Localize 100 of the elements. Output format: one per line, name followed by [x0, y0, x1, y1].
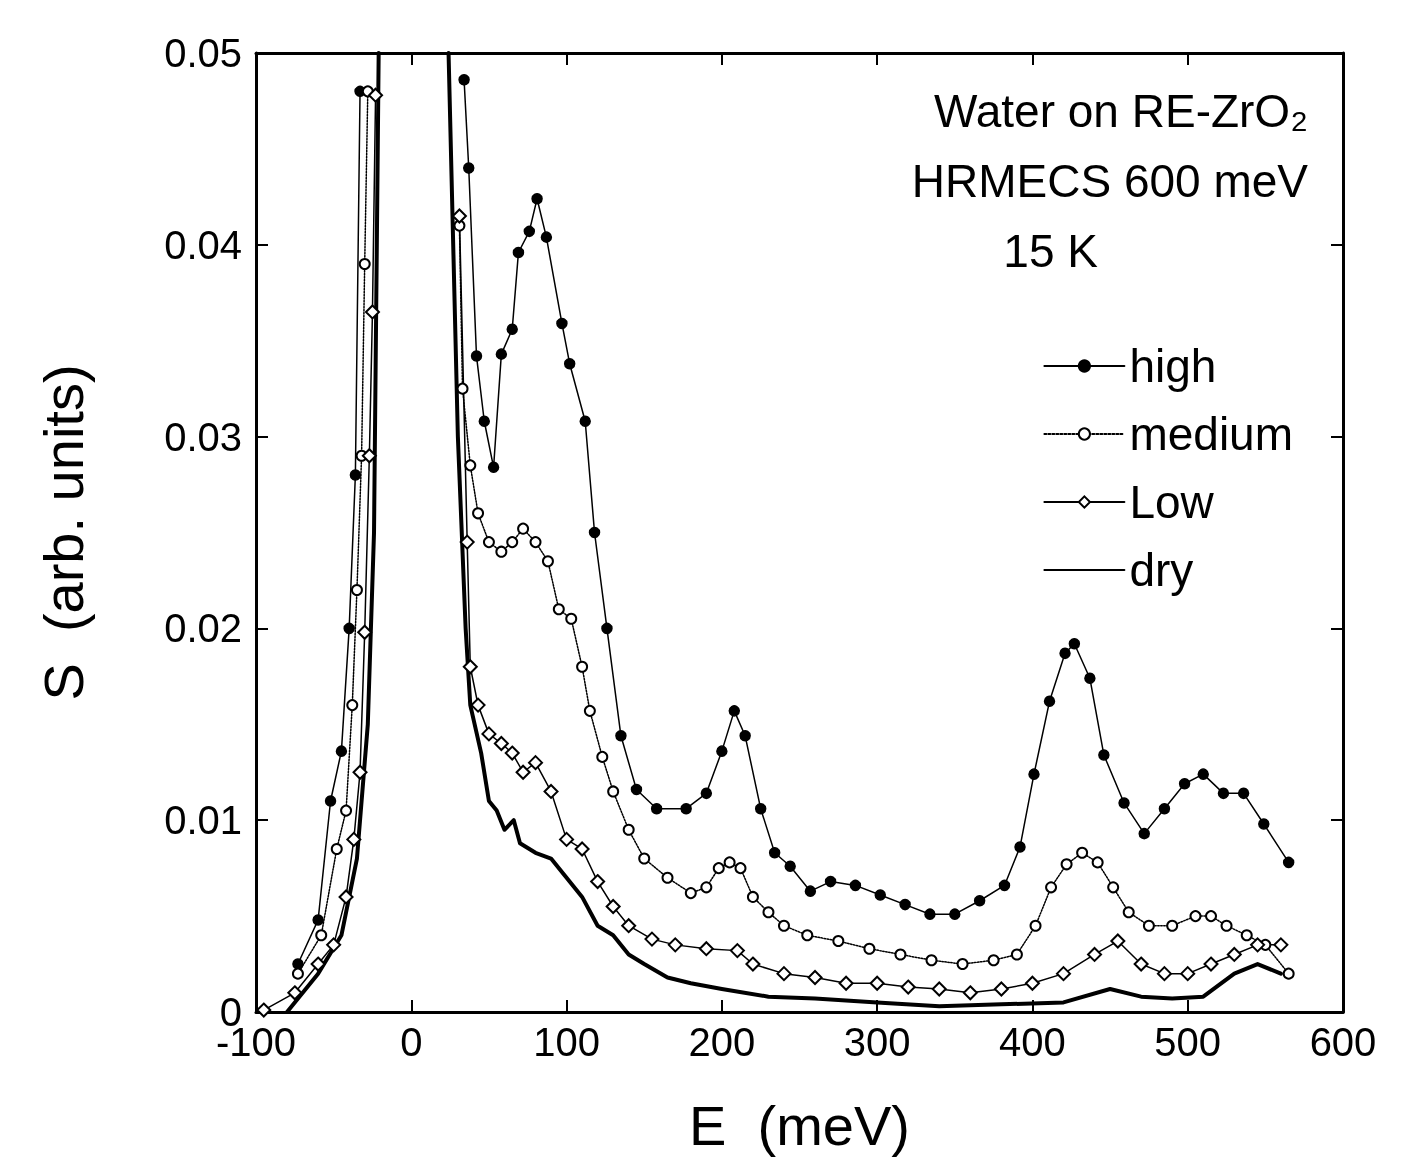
point: [962, 985, 978, 1001]
point: [1237, 787, 1250, 800]
y-tick-label: 0.05: [164, 31, 242, 75]
point: [324, 795, 337, 807]
point: [528, 755, 544, 771]
point: [784, 860, 796, 872]
legend-label: high: [1129, 340, 1217, 392]
point: [863, 942, 876, 955]
point: [326, 937, 342, 953]
point: [462, 659, 478, 675]
point: [973, 895, 986, 907]
point: [556, 317, 568, 330]
point: [987, 954, 1000, 967]
point: [712, 862, 725, 875]
point: [495, 348, 508, 360]
annotation: HRMECS 600 meV: [911, 155, 1309, 207]
point: [463, 162, 475, 174]
point: [459, 534, 475, 550]
point: [680, 802, 692, 815]
point: [615, 730, 627, 742]
point: [472, 507, 485, 520]
point: [768, 847, 781, 859]
point: [900, 979, 916, 995]
y-tick-label: 0.04: [164, 222, 242, 267]
point: [315, 929, 328, 942]
point: [256, 1002, 272, 1018]
point: [506, 536, 519, 549]
x-tick-label: 0: [400, 1020, 423, 1064]
point: [1043, 695, 1056, 708]
point: [621, 918, 637, 934]
point: [1014, 841, 1026, 853]
point: [340, 804, 353, 817]
point: [1087, 946, 1103, 962]
point: [1220, 919, 1233, 932]
point: [512, 246, 525, 259]
point: [739, 730, 751, 742]
y-axis-title: S (arb. units): [31, 364, 95, 701]
point: [1282, 967, 1295, 980]
point: [470, 697, 486, 713]
point: [576, 660, 589, 673]
point: [1028, 768, 1040, 780]
point: [1258, 818, 1270, 830]
point: [956, 958, 969, 971]
point: [1226, 946, 1242, 962]
point: [762, 906, 775, 919]
point: [700, 787, 713, 800]
point: [874, 889, 886, 901]
point: [310, 956, 326, 972]
point: [1024, 975, 1040, 991]
point: [723, 856, 736, 869]
point: [1133, 956, 1149, 972]
point: [579, 415, 591, 427]
y-tick-label: 0.01: [164, 798, 242, 843]
point: [1091, 856, 1104, 869]
point: [458, 74, 470, 86]
point: [1180, 966, 1196, 982]
point: [552, 603, 565, 616]
point: [667, 937, 683, 953]
point: [925, 954, 938, 967]
point: [838, 975, 854, 991]
point: [495, 545, 508, 558]
point: [515, 764, 531, 780]
point: [565, 612, 578, 625]
point: [350, 584, 363, 597]
point: [931, 981, 947, 997]
point: [894, 948, 907, 961]
point: [312, 914, 324, 926]
point: [1110, 933, 1126, 949]
point: [1029, 919, 1042, 932]
point: [1166, 919, 1179, 932]
point: [1205, 910, 1218, 923]
point: [716, 745, 728, 757]
point: [1178, 778, 1191, 790]
point: [590, 874, 606, 890]
point: [361, 448, 377, 464]
point: [734, 862, 747, 875]
point: [824, 875, 837, 888]
point: [605, 899, 621, 915]
point: [504, 745, 520, 761]
point: [1158, 802, 1171, 815]
point: [1045, 881, 1058, 894]
x-tick-label: 100: [533, 1020, 600, 1064]
x-tick-label: 400: [999, 1020, 1066, 1064]
point: [1273, 937, 1289, 953]
point: [531, 193, 543, 205]
point: [517, 522, 530, 535]
point: [630, 783, 643, 796]
point: [346, 699, 359, 712]
point: [346, 831, 362, 847]
point: [650, 802, 663, 815]
point: [1107, 881, 1120, 894]
x-tick-label: 300: [843, 1020, 911, 1064]
point: [801, 929, 814, 942]
point: [1138, 827, 1150, 840]
point: [563, 357, 576, 370]
point: [1060, 858, 1073, 871]
point: [1197, 768, 1209, 780]
annotation: 15 K: [1003, 225, 1099, 277]
legend-label: medium: [1129, 408, 1293, 460]
point: [1122, 906, 1135, 919]
